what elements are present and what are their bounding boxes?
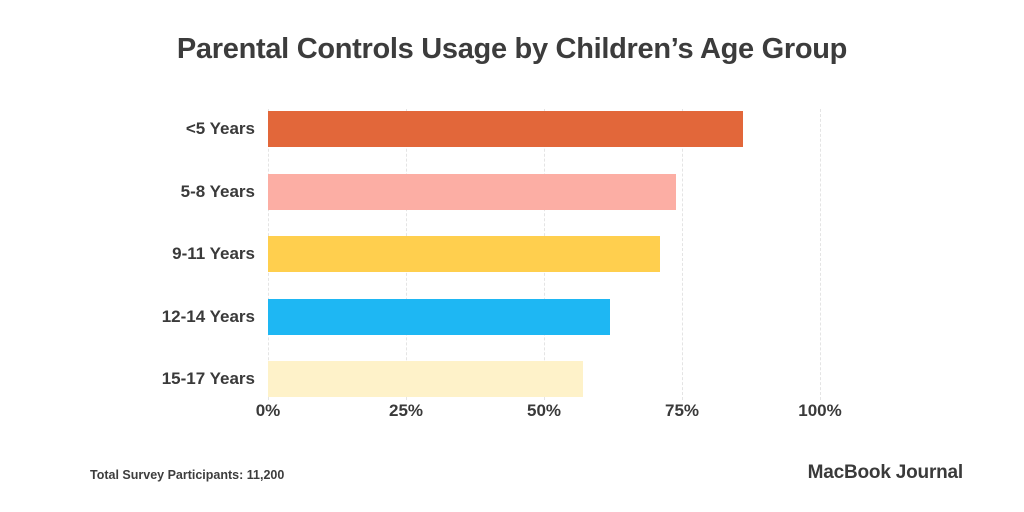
brand-wordmark: MacBook Journal xyxy=(807,462,964,483)
bar xyxy=(268,236,660,272)
gridline-75% xyxy=(682,109,683,400)
category-label: 15-17 Years xyxy=(161,369,255,388)
x-tick-label: 100% xyxy=(798,401,842,420)
category-label: 5-8 Years xyxy=(180,181,255,201)
x-tick-label: 75% xyxy=(664,401,700,420)
bar xyxy=(268,361,583,397)
category-labels: <5 Years 5-8 Years 9-11 Years 12-14 Years 15… xyxy=(0,105,255,400)
x-axis: 0% 25% 50% 75% 100% xyxy=(256,401,842,427)
bar xyxy=(268,173,677,210)
chart-title: Parental Controls Usage by Children’s Ag… xyxy=(176,33,848,65)
survey-participants-note: Total Survey Participants: 11,200 xyxy=(90,468,285,482)
x-tick-label: 25% xyxy=(388,401,424,420)
plot-area xyxy=(268,105,828,400)
category-label: <5 Years xyxy=(185,119,255,138)
category-label: 12-14 Years xyxy=(161,306,255,326)
bar xyxy=(268,298,611,335)
category-label: 9-11 Years xyxy=(172,244,255,263)
x-tick-label: 0% xyxy=(255,401,281,420)
gridline-100% xyxy=(820,109,821,400)
x-tick-label: 50% xyxy=(526,401,562,420)
bar xyxy=(268,111,743,147)
